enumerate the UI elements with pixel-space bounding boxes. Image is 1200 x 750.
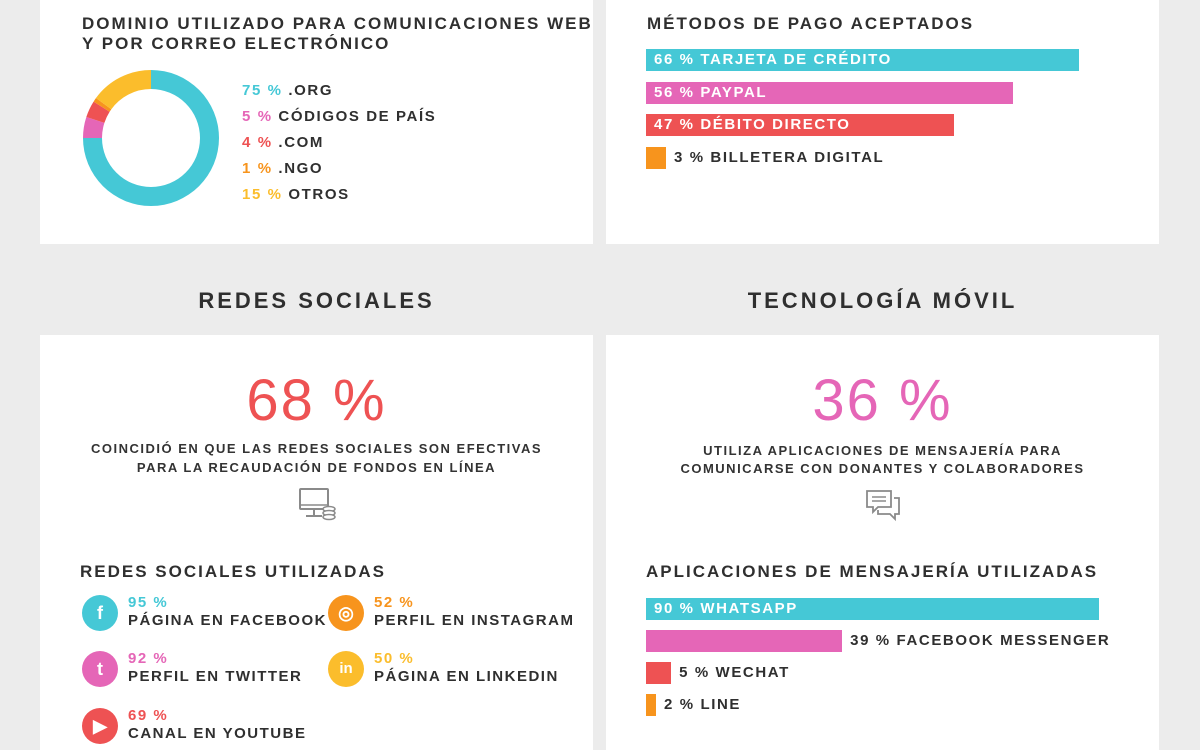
domain-legend-item: 5 % CÓDIGOS DE PAÍS (242, 108, 436, 125)
domain-legend-pct: 4 % (242, 134, 279, 151)
payment-label: 56 % PAYPAL (654, 83, 768, 101)
domain-title-line2: Y POR CORREO ELECTRÓNICO (82, 34, 391, 53)
payment-label: 3 % BILLETERA DIGITAL (674, 148, 885, 166)
messaging-label: 2 % LINE (664, 696, 742, 713)
mobile-big-stat: 36 % (812, 368, 953, 433)
facebook-icon: f (82, 595, 118, 631)
mobile-section-title: TECNOLOGÍA MÓVIL (747, 288, 1018, 313)
social-desc-line1: COINCIDIÓ EN QUE LAS REDES SOCIALES SON … (90, 441, 543, 456)
messaging-bar (646, 598, 1099, 620)
social-item-pct: 95 % (128, 594, 169, 611)
domain-legend-label: .NGO (278, 160, 324, 177)
messaging-label: 5 % WECHAT (679, 664, 790, 681)
messaging-label: 39 % FACEBOOK MESSENGER (850, 632, 1111, 649)
social-section-title: REDES SOCIALES (198, 288, 435, 313)
domain-legend-item: 1 % .NGO (242, 160, 323, 177)
messaging-bar (646, 630, 843, 652)
social-item-name: PÁGINA EN LINKEDIN (374, 668, 559, 685)
social-list-title: REDES SOCIALES UTILIZADAS (80, 562, 386, 581)
domain-card: DOMINIO UTILIZADO PARA COMUNICACIONES WE… (40, 0, 593, 244)
donut-slice-com (86, 101, 110, 123)
payment-label: 66 % TARJETA DE CRÉDITO (654, 51, 892, 68)
payment-title: MÉTODOS DE PAGO ACEPTADOS (647, 14, 975, 33)
twitter-icon: t (82, 651, 118, 687)
payment-label: 47 % DÉBITO DIRECTO (654, 116, 851, 133)
domain-legend-item: 4 % .COM (242, 134, 324, 151)
messaging-bar (646, 694, 657, 716)
social-big-stat: 68 % (246, 368, 387, 433)
social-desc-line2: PARA LA RECAUDACIÓN DE FONDOS EN LÍNEA (136, 460, 497, 475)
domain-legend-label: .COM (278, 134, 324, 151)
mobile-desc-line2: COMUNICARSE CON DONANTES Y COLABORADORES (680, 461, 1085, 476)
social-item-name: CANAL EN YOUTUBE (128, 725, 307, 742)
payment-bar (646, 49, 1079, 71)
domain-legend-item: 75 % .ORG (242, 82, 333, 99)
domain-legend-pct: 5 % (242, 108, 279, 125)
donut-slice-ngo (93, 98, 112, 112)
domain-legend-item: 15 % OTROS (242, 186, 350, 203)
social-item-name: PERFIL EN TWITTER (128, 668, 303, 685)
social-item-pct: 92 % (128, 650, 169, 667)
domain-legend-label: OTROS (288, 186, 350, 203)
social-item-pct: 52 % (374, 594, 415, 611)
chat-bubbles-icon (866, 490, 900, 522)
social-item-pct: 50 % (374, 650, 415, 667)
payment-bar (646, 114, 955, 136)
social-item-name: PERFIL EN INSTAGRAM (374, 612, 575, 629)
donut-slice-c-digos-de-pa-s (83, 116, 105, 138)
mobile-desc-line1: UTILIZA APLICACIONES DE MENSAJERÍA PARA (703, 443, 1062, 458)
donut-slice-otros (95, 70, 151, 110)
mobile-card: 36 % UTILIZA APLICACIONES DE MENSAJERÍA … (606, 335, 1159, 750)
computer-coins-icon (299, 488, 336, 521)
domain-legend-pct: 1 % (242, 160, 279, 177)
domain-legend-pct: 15 % (242, 186, 289, 203)
messaging-label: 90 % WHATSAPP (654, 600, 798, 617)
domain-legend-pct: 75 % (242, 82, 289, 99)
social-item-name: PÁGINA EN FACEBOOK (128, 612, 327, 629)
instagram-icon: ◎ (328, 595, 364, 631)
payment-bar (646, 146, 666, 169)
domain-title-line1: DOMINIO UTILIZADO PARA COMUNICACIONES WE… (82, 14, 593, 33)
payment-bar (646, 81, 1014, 104)
social-card: 68 % COINCIDIÓ EN QUE LAS REDES SOCIALES… (40, 335, 593, 750)
domain-legend-label: .ORG (288, 82, 334, 99)
social-item-pct: 69 % (128, 707, 169, 724)
linkedin-icon: in (328, 651, 364, 687)
domain-donut-chart (83, 70, 219, 206)
mobile-list-title: APLICACIONES DE MENSAJERÍA UTILIZADAS (646, 562, 1099, 581)
domain-legend-label: CÓDIGOS DE PAÍS (278, 108, 437, 125)
messaging-bar (646, 662, 672, 684)
payment-card: MÉTODOS DE PAGO ACEPTADOS 66 % TARJETA D… (606, 0, 1159, 244)
youtube-icon: ▶ (82, 708, 118, 744)
